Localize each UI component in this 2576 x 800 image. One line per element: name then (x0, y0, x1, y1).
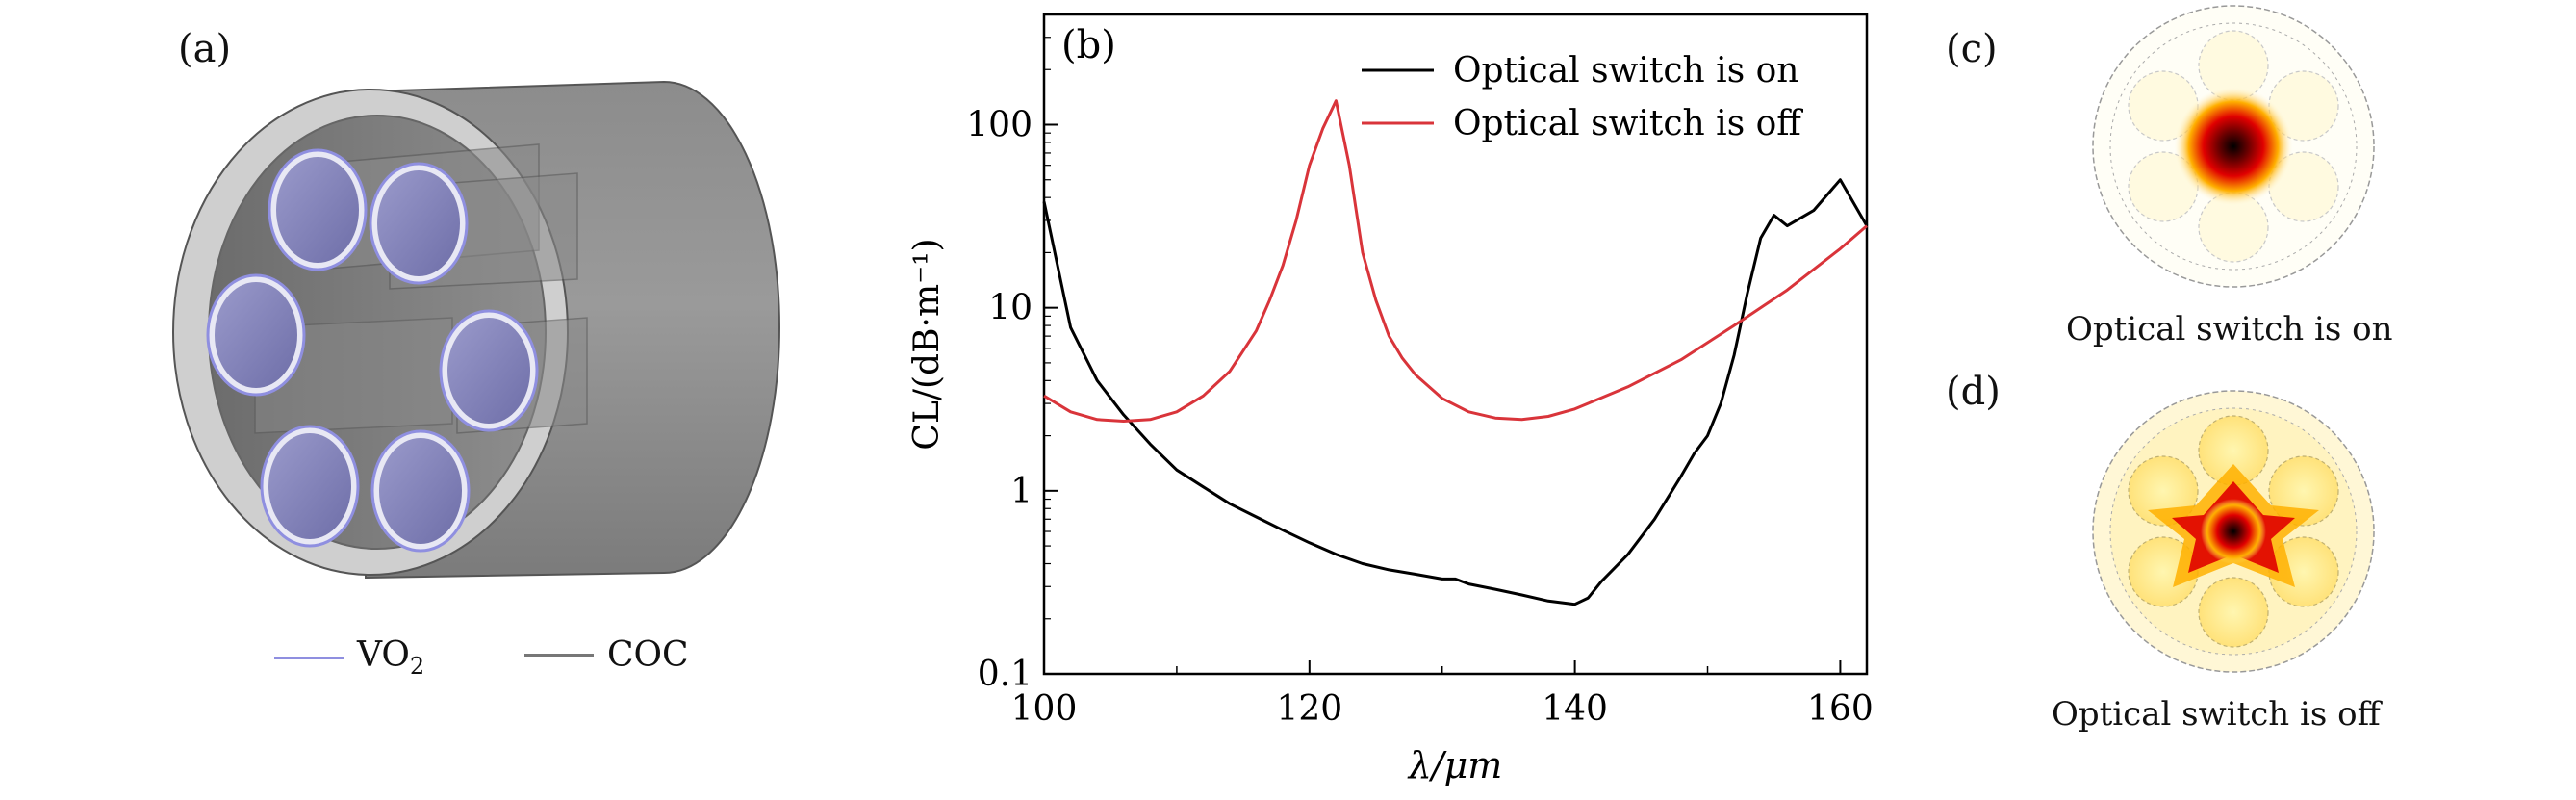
y-axis-label: CL/(dB·m⁻¹) (907, 238, 947, 450)
x-tick-label: 160 (1807, 689, 1874, 729)
x-tick-label: 120 (1276, 689, 1342, 729)
y-tick-label: 0.1 (978, 655, 1033, 694)
panel-d: (d) Optical sw (1905, 370, 2576, 796)
legend-line-vo2 (274, 656, 344, 659)
axis-ticks: 100 120 140 160 0.1 1 10 100 (966, 37, 1874, 729)
fiber-3d-illustration (172, 80, 780, 580)
panel-a: (a) (0, 0, 866, 796)
confinement-loss-chart: 100 120 140 160 0.1 1 10 100 (b) λ/μm CL/(dB·m⁻… (907, 13, 1874, 787)
panel-b: 100 120 140 160 0.1 1 10 100 (b) λ/μm CL/(dB·m⁻… (866, 0, 1905, 796)
capillary-tubes (206, 148, 539, 553)
legend-label-coc: COC (607, 635, 689, 675)
panel-a-label: (a) (178, 27, 232, 71)
x-axis-label: λ/μm (1407, 744, 1503, 787)
legend-label-vo2: VO2 (357, 635, 425, 681)
series-line-1 (1043, 99, 1868, 423)
caption-switch-on: Optical switch is on (2066, 310, 2393, 348)
legend-label-1: Optical switch is off (1453, 104, 1803, 143)
y-tick-label: 10 (988, 289, 1033, 328)
panel-c: (c) Optical switch is on (1905, 0, 2576, 385)
panel-c-label: (c) (1946, 27, 1998, 71)
legend-line-coc (524, 654, 594, 657)
caption-switch-off: Optical switch is off (2052, 695, 2381, 734)
mode-field-on (2092, 5, 2375, 288)
panel-d-label: (d) (1946, 370, 2001, 414)
series-lines (1042, 99, 1869, 606)
x-tick-label: 140 (1542, 689, 1608, 729)
legend-label-0: Optical switch is on (1453, 51, 1798, 90)
panel-b-label: (b) (1061, 23, 1116, 67)
chart-legend: Optical switch is on Optical switch is of… (1362, 51, 1803, 143)
plot-frame (1042, 13, 1869, 676)
y-tick-label: 100 (966, 105, 1033, 144)
y-tick-label: 1 (1010, 472, 1033, 511)
legend-item-vo2: VO2 (274, 635, 424, 680)
mode-field-off (2092, 390, 2375, 673)
x-tick-label: 100 (1011, 689, 1078, 729)
series-line-0 (1042, 178, 1869, 606)
legend-item-coc: COC (524, 635, 689, 675)
